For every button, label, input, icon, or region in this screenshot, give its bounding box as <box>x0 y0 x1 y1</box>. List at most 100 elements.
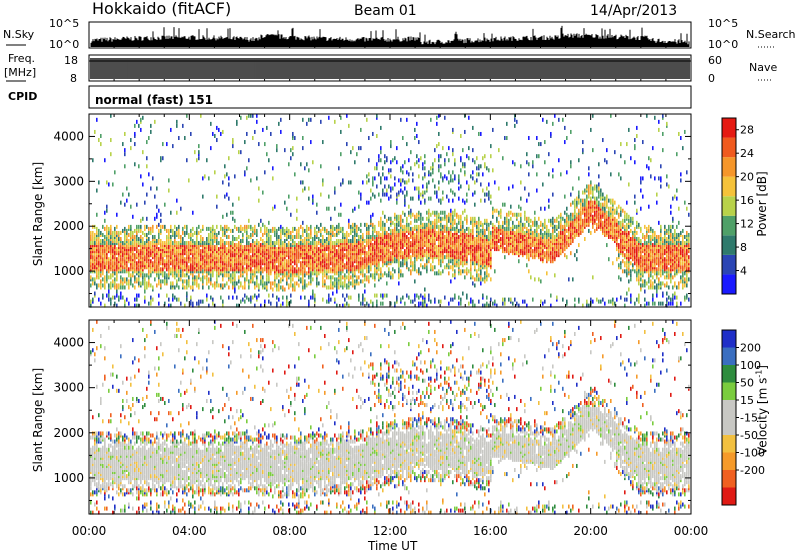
heatmap-cell <box>362 263 364 268</box>
heatmap-cell <box>284 249 286 254</box>
heatmap-cell <box>376 255 378 260</box>
heatmap-cell <box>418 301 420 306</box>
heatmap-cell <box>292 239 294 244</box>
heatmap-cell <box>308 259 310 264</box>
heatmap-cell <box>310 265 312 270</box>
heatmap-cell <box>226 257 228 262</box>
heatmap-cell <box>316 255 318 260</box>
heatmap-cell <box>336 251 338 256</box>
heatmap-cell <box>94 261 96 266</box>
heatmap-cell <box>148 172 150 177</box>
heatmap-cell <box>340 243 342 248</box>
heatmap-cell <box>286 249 288 254</box>
heatmap-cell <box>134 255 136 260</box>
heatmap-cell <box>352 239 354 244</box>
heatmap-cell <box>178 230 180 235</box>
heatmap-cell <box>128 271 130 276</box>
heatmap-cell <box>310 273 312 278</box>
heatmap-cell <box>130 245 132 250</box>
heatmap-cell <box>254 241 256 246</box>
heatmap-cell <box>388 184 390 189</box>
heatmap-cell <box>350 241 352 246</box>
heatmap-cell <box>396 194 398 199</box>
heatmap-cell <box>228 182 230 187</box>
heatmap-cell <box>428 241 430 246</box>
heatmap-cell <box>354 226 356 231</box>
heatmap-cell <box>344 234 346 239</box>
heatmap-cell <box>310 251 312 256</box>
heatmap-cell <box>338 245 340 250</box>
heatmap-cell <box>128 255 130 260</box>
heatmap-cell <box>378 220 380 225</box>
heatmap-cell <box>92 263 94 268</box>
heatmap-cell <box>352 146 354 151</box>
heatmap-cell <box>234 245 236 250</box>
heatmap-cell <box>160 230 162 235</box>
heatmap-cell <box>332 251 334 256</box>
heatmap-cell <box>204 265 206 270</box>
heatmap-cell <box>402 178 404 183</box>
heatmap-cell <box>94 281 96 286</box>
heatmap-cell <box>124 285 126 290</box>
heatmap-cell <box>200 241 202 246</box>
heatmap-cell <box>292 241 294 246</box>
heatmap-cell <box>178 257 180 262</box>
heatmap-cell <box>380 237 382 242</box>
heatmap-cell <box>376 243 378 248</box>
heatmap-cell <box>188 277 190 282</box>
heatmap-cell <box>358 281 360 286</box>
station-title: Hokkaido (fitACF) <box>92 0 232 18</box>
heatmap-cell <box>396 230 398 235</box>
heatmap-cell <box>346 243 348 248</box>
heatmap-cell <box>298 241 300 246</box>
heatmap-cell <box>218 127 220 132</box>
heatmap-cell <box>386 158 388 163</box>
heatmap-cell <box>176 267 178 272</box>
heatmap-cell <box>348 275 350 280</box>
heatmap-cell <box>386 156 388 161</box>
heatmap-cell <box>164 243 166 248</box>
heatmap-cell <box>276 259 278 264</box>
heatmap-cell <box>218 263 220 268</box>
heatmap-cell <box>340 261 342 266</box>
heatmap-cell <box>128 259 130 264</box>
heatmap-cell <box>406 234 408 239</box>
heatmap-cell <box>412 261 414 266</box>
heatmap-cell <box>380 125 382 130</box>
heatmap-cell <box>296 263 298 268</box>
heatmap-cell <box>212 255 214 260</box>
heatmap-cell <box>294 271 296 276</box>
heatmap-cell <box>198 273 200 278</box>
heatmap-cell <box>146 273 148 278</box>
heatmap-cell <box>386 253 388 258</box>
heatmap-cell <box>126 186 128 191</box>
heatmap-cell <box>142 271 144 276</box>
heatmap-cell <box>360 267 362 272</box>
heatmap-cell <box>232 138 234 143</box>
heatmap-cell <box>308 239 310 244</box>
heatmap-cell <box>280 234 282 239</box>
heatmap-cell <box>124 279 126 284</box>
heatmap-cell <box>266 125 268 130</box>
heatmap-cell <box>134 243 136 248</box>
heatmap-cell <box>430 232 432 237</box>
heatmap-cell <box>180 253 182 258</box>
heatmap-cell <box>194 243 196 248</box>
heatmap-cell <box>238 253 240 258</box>
heatmap-cell <box>252 277 254 282</box>
heatmap-cell <box>318 253 320 258</box>
heatmap-cell <box>406 216 408 221</box>
heatmap-cell <box>272 281 274 286</box>
heatmap-cell <box>378 172 380 177</box>
heatmap-cell <box>210 253 212 258</box>
heatmap-cell <box>216 267 218 272</box>
heatmap-cell <box>308 299 310 304</box>
heatmap-cell <box>374 293 376 298</box>
heatmap-cell <box>406 253 408 258</box>
heatmap-cell <box>116 289 118 294</box>
heatmap-cell <box>130 228 132 233</box>
heatmap-cell <box>222 245 224 250</box>
heatmap-cell <box>138 249 140 254</box>
heatmap-cell <box>404 198 406 203</box>
heatmap-cell <box>130 241 132 246</box>
